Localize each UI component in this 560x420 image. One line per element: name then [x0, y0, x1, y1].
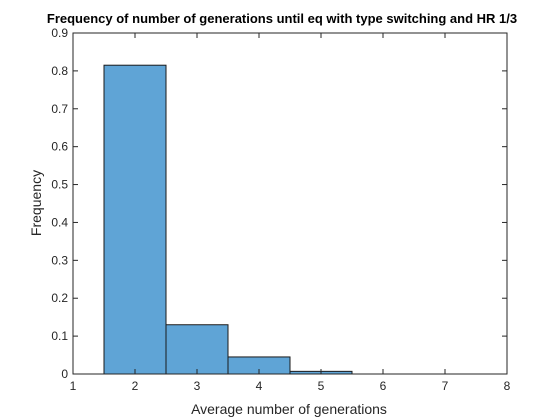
x-tick-label: 4 [256, 379, 263, 393]
x-tick-label: 2 [132, 379, 139, 393]
x-tick-label: 1 [70, 379, 77, 393]
y-tick-label: 0.2 [51, 291, 68, 305]
histogram-bar-2 [165, 324, 229, 375]
y-tick-label: 0.6 [51, 140, 68, 154]
y-tick-label: 0 [61, 367, 68, 381]
y-tick-label: 0.9 [51, 26, 68, 40]
x-tick-label: 5 [318, 379, 325, 393]
y-tick-label: 0.3 [51, 253, 68, 267]
y-tick-label: 0.1 [51, 329, 68, 343]
bars-group [103, 64, 353, 375]
y-tick-label: 0.4 [51, 215, 68, 229]
x-tick-label: 6 [380, 379, 387, 393]
x-tick-label: 7 [442, 379, 449, 393]
chart-title: Frequency of number of generations until… [47, 11, 517, 26]
x-axis-label: Average number of generations [191, 401, 387, 417]
axes-group [72, 32, 508, 375]
y-tick-label: 0.7 [51, 102, 68, 116]
y-axis-label: Frequency [28, 170, 44, 236]
x-tick-label: 3 [194, 379, 201, 393]
x-tick-label: 8 [504, 379, 511, 393]
ticks-group: 1 2 3 4 5 6 7 8 0 0.1 0.2 0.3 0.4 0.5 0.6 0.7 0.8 0.9 [51, 26, 510, 393]
y-tick-label: 0.5 [51, 178, 68, 192]
plot-area: 1 2 3 4 5 6 7 8 0 0.1 0.2 0.3 0.4 0.5 0.6 0.7 0.8 0.9 [51, 26, 510, 393]
histogram-bar-1 [103, 64, 167, 375]
y-tick-label: 0.8 [51, 64, 68, 78]
axes-box [72, 32, 508, 375]
